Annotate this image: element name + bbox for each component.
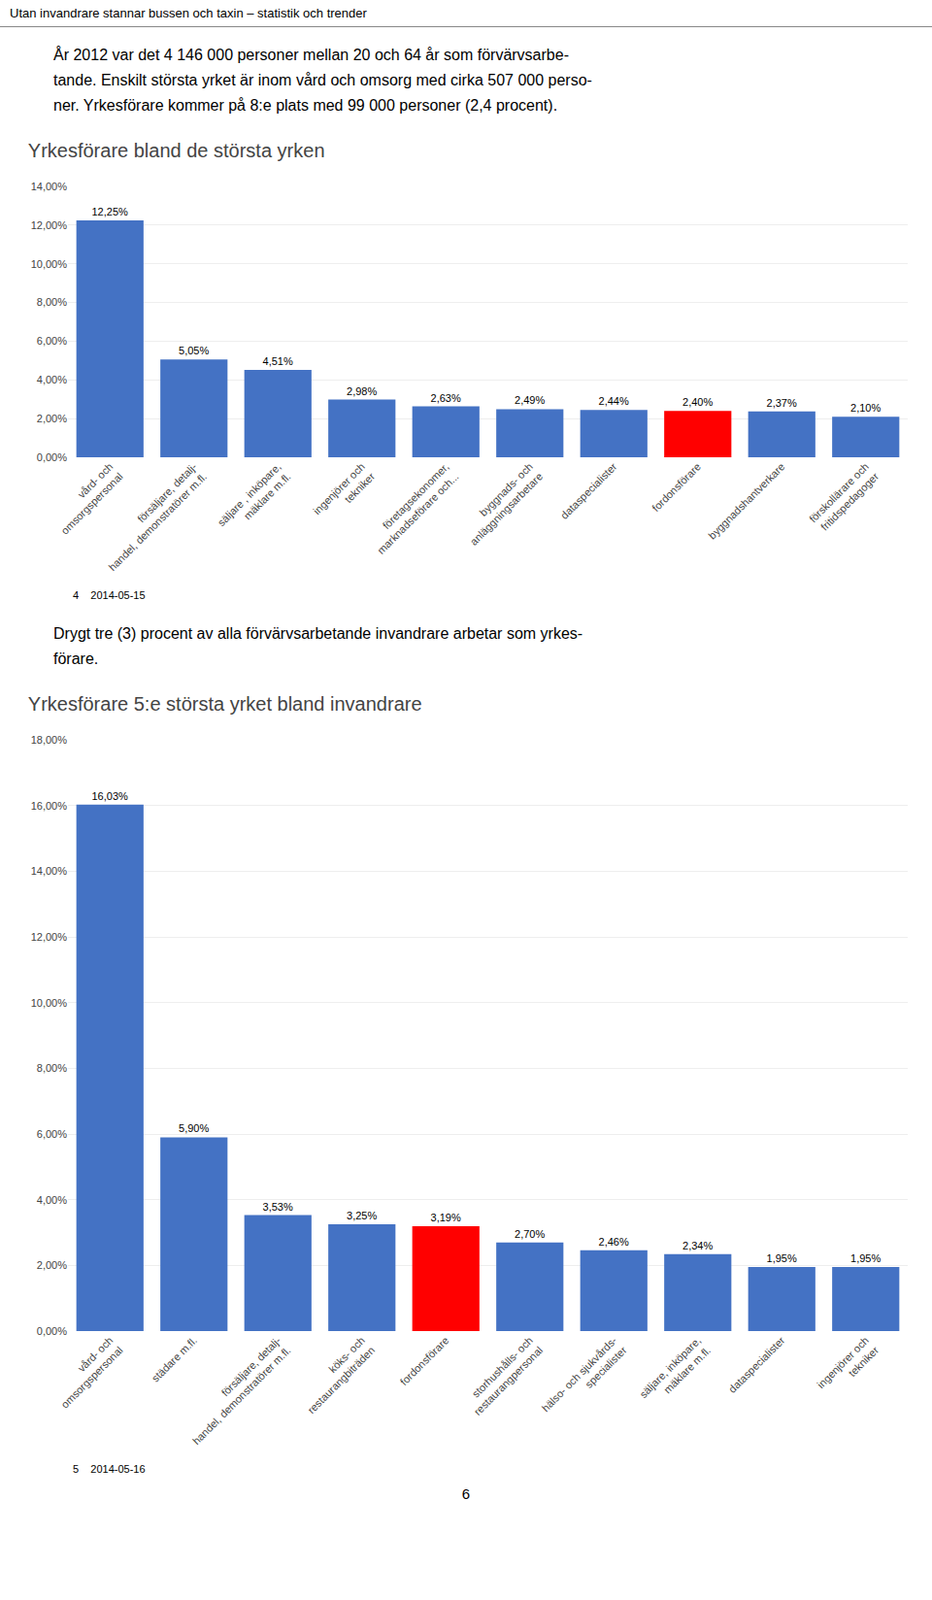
svg-text:14,00%: 14,00% (31, 865, 68, 877)
svg-text:3,19%: 3,19% (431, 1211, 462, 1224)
svg-text:2,40%: 2,40% (682, 396, 713, 408)
svg-text:förskollärare ochfritidspedago: förskollärare ochfritidspedagoger (806, 460, 881, 534)
html-text:6: 6 (461, 1485, 471, 1502)
svg-text:byggnadshantverkare: byggnadshantverkare (705, 460, 787, 541)
svg-text:5,05%: 5,05% (178, 344, 209, 357)
html-text:tande. Enskilt största yrket ä: tande. Enskilt största yrket är inom vår… (53, 71, 593, 89)
svg-text:företagsekonomer,marknadseföra: företagsekonomer,marknadseförare och... (365, 460, 462, 557)
svg-text:fordonsförare: fordonsförare (649, 460, 703, 514)
html-text:År 2012 var det 4 146 000 pers: År 2012 var det 4 146 000 personer mella… (53, 46, 569, 64)
svg-text:2,00%: 2,00% (36, 1259, 67, 1271)
svg-text:6,00%: 6,00% (36, 1128, 67, 1140)
svg-text:2,34%: 2,34% (682, 1239, 713, 1252)
svg-text:ingenjörer ochtekniker: ingenjörer ochtekniker (814, 1333, 881, 1400)
svg-text:Yrkesförare bland de största y: Yrkesförare bland de största yrken (28, 139, 326, 162)
svg-text:3,25%: 3,25% (346, 1209, 377, 1222)
svg-text:ingenjörer ochtekniker: ingenjörer ochtekniker (310, 460, 377, 527)
svg-text:8,00%: 8,00% (36, 1062, 67, 1074)
svg-text:hälso- och sjukvårds-specialis: hälso- och sjukvårds-specialister (539, 1333, 630, 1424)
svg-text:3,53%: 3,53% (263, 1200, 294, 1213)
svg-text:vård- ochomsorgspersonal: vård- ochomsorgspersonal (48, 1333, 125, 1410)
svg-text:2,10%: 2,10% (850, 401, 881, 414)
svg-text:säljare , inköpare,mäklare m.f: säljare , inköpare,mäklare m.fl. (215, 460, 294, 538)
svg-text:10,00%: 10,00% (31, 258, 68, 270)
svg-text:städare m.fl.: städare m.fl. (149, 1333, 200, 1384)
svg-text:2,49%: 2,49% (514, 394, 545, 406)
html-text:förare.: förare. (53, 650, 99, 667)
svg-text:4,00%: 4,00% (36, 1194, 67, 1206)
svg-text:1,95%: 1,95% (850, 1252, 881, 1265)
svg-text:8,00%: 8,00% (36, 296, 67, 308)
svg-text:fordonsförare: fordonsförare (398, 1333, 452, 1388)
svg-text:dataspecialister: dataspecialister (558, 460, 620, 522)
svg-text:16,00%: 16,00% (31, 799, 68, 812)
html-text:4 2014-05-15: 4 2014-05-15 (72, 589, 146, 601)
html-text:Drygt tre (3) procent av alla: Drygt tre (3) procent av alla förvärvsar… (53, 625, 583, 642)
svg-text:2,46%: 2,46% (599, 1235, 630, 1248)
svg-text:försäljare, detalj-handel, dem: försäljare, detalj-handel, demonstratöre… (96, 460, 209, 573)
svg-text:2,63%: 2,63% (431, 392, 462, 404)
svg-text:12,00%: 12,00% (31, 931, 68, 943)
svg-text:2,44%: 2,44% (599, 395, 630, 407)
svg-text:säljare, inköpare,mäklare m.fl: säljare, inköpare,mäklare m.fl. (636, 1333, 713, 1410)
svg-text:0,00%: 0,00% (36, 1325, 67, 1337)
html-text:ner. Yrkesförare kommer på 8:e: ner. Yrkesförare kommer på 8:e plats med… (53, 97, 558, 114)
svg-text:försäljare, detalj-handel, dem: försäljare, detalj-handel, demonstratöre… (180, 1333, 294, 1447)
svg-text:dataspecialister: dataspecialister (726, 1333, 788, 1396)
svg-text:1,95%: 1,95% (766, 1252, 798, 1265)
svg-text:12,00%: 12,00% (31, 219, 68, 232)
svg-text:6,00%: 6,00% (36, 334, 67, 347)
svg-text:2,37%: 2,37% (766, 397, 798, 409)
svg-text:16,03%: 16,03% (91, 790, 129, 802)
svg-text:2,70%: 2,70% (514, 1228, 545, 1240)
svg-text:10,00%: 10,00% (31, 997, 68, 1009)
html-text:Utan invandrare stannar bussen: Utan invandrare stannar bussen och taxin… (9, 5, 367, 21)
svg-text:byggnads- ochanläggningsarbeta: byggnads- ochanläggningsarbetare (458, 460, 546, 548)
svg-text:storhushålls- ochrestaurangper: storhushålls- ochrestaurangpersonal (462, 1333, 546, 1418)
svg-text:0,00%: 0,00% (36, 451, 67, 464)
svg-text:köks- ochrestaurangbiträden: köks- ochrestaurangbiträden (295, 1333, 377, 1416)
svg-text:18,00%: 18,00% (31, 733, 68, 746)
svg-text:4,00%: 4,00% (36, 373, 67, 386)
svg-text:4,51%: 4,51% (263, 355, 294, 367)
svg-text:5,90%: 5,90% (178, 1122, 209, 1134)
svg-text:vård- ochomsorgspersonal: vård- ochomsorgspersonal (48, 460, 125, 536)
svg-text:2,98%: 2,98% (346, 385, 377, 398)
svg-text:2,00%: 2,00% (36, 412, 67, 425)
svg-text:14,00%: 14,00% (31, 180, 68, 193)
svg-text:Yrkesförare 5:e största yrket: Yrkesförare 5:e största yrket bland inva… (28, 693, 423, 715)
svg-text:12,25%: 12,25% (91, 205, 129, 218)
html-text:5 2014-05-16: 5 2014-05-16 (72, 1463, 146, 1475)
